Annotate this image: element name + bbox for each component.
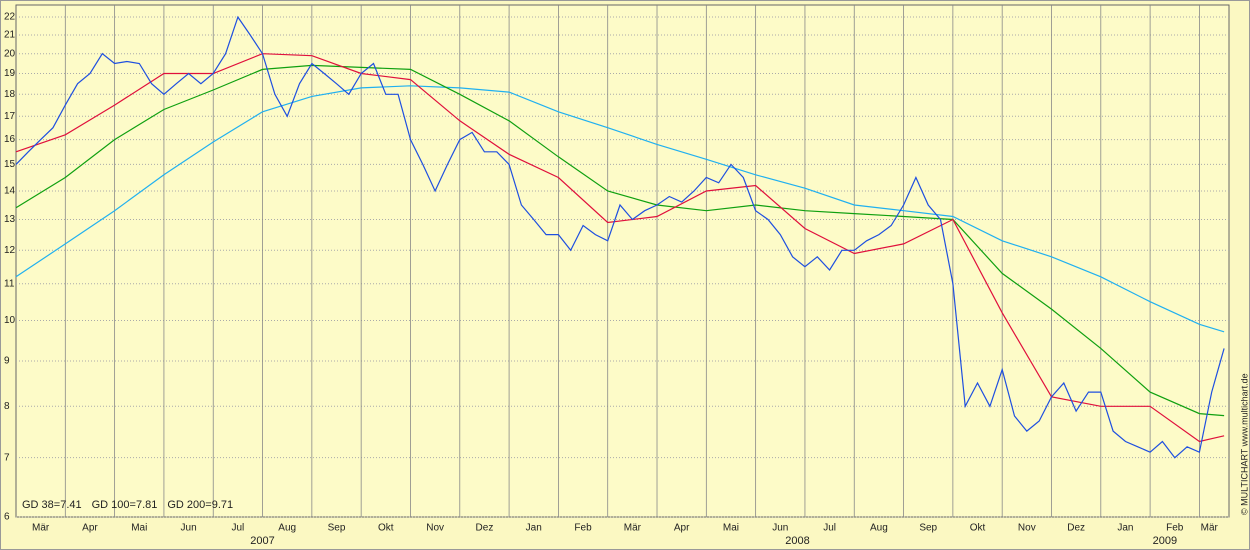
x-tick-label: Jan [526, 523, 542, 534]
x-tick-label: Mai [723, 523, 739, 534]
y-tick-label: 20 [4, 48, 16, 59]
y-tick-label: 8 [4, 401, 10, 412]
y-tick-label: 19 [4, 68, 16, 79]
x-tick-label: Sep [328, 523, 346, 534]
y-tick-label: 18 [4, 89, 16, 100]
x-tick-label: Mär [1201, 523, 1219, 534]
x-tick-label: Aug [278, 523, 296, 534]
x-tick-label: Okt [378, 523, 394, 534]
x-tick-label: Apr [674, 523, 690, 534]
x-tick-label: Dez [1067, 523, 1085, 534]
x-tick-label: Nov [1018, 523, 1036, 534]
legend-entry: GD 100=7.81 [92, 499, 158, 511]
x-tick-label: Mär [624, 523, 642, 534]
series-line [15, 64, 1225, 417]
y-tick-label: 6 [4, 512, 10, 523]
y-tick-label: 16 [4, 134, 16, 145]
legend-entry: GD 200=9.71 [167, 499, 233, 511]
x-tick-label: Jun [772, 523, 788, 534]
watermark: © MULTICHART www.multichart.de [1239, 373, 1249, 515]
year-label: 2008 [785, 535, 809, 547]
x-tick-label: Jul [823, 523, 836, 534]
y-tick-label: 13 [4, 214, 16, 225]
x-tick-label: Okt [970, 523, 986, 534]
x-tick-label: Feb [1166, 523, 1184, 534]
y-tick-label: 12 [4, 245, 16, 256]
y-tick-label: 21 [4, 30, 16, 41]
y-tick-label: 10 [4, 315, 16, 326]
x-tick-label: Sep [919, 523, 937, 534]
x-tick-label: Jul [231, 523, 244, 534]
x-tick-label: Dez [476, 523, 494, 534]
y-tick-label: 11 [4, 278, 15, 289]
legend-entry: GD 38=7.41 [22, 499, 82, 511]
year-label: 2009 [1153, 535, 1177, 547]
y-tick-label: 14 [4, 186, 16, 197]
x-tick-label: Jan [1117, 523, 1133, 534]
x-tick-label: Mär [32, 523, 50, 534]
series-line [15, 15, 1225, 459]
x-tick-label: Apr [82, 523, 98, 534]
y-tick-label: 22 [4, 12, 16, 23]
y-tick-label: 9 [4, 356, 10, 367]
series-line [15, 85, 1225, 333]
y-tick-label: 17 [4, 111, 16, 122]
x-tick-label: Feb [574, 523, 592, 534]
y-tick-label: 15 [4, 159, 16, 170]
x-tick-label: Aug [870, 523, 888, 534]
x-tick-label: Mai [131, 523, 147, 534]
y-tick-label: 7 [4, 452, 10, 463]
x-tick-label: Jun [181, 523, 197, 534]
year-label: 2007 [250, 535, 274, 547]
x-tick-label: Nov [426, 523, 444, 534]
